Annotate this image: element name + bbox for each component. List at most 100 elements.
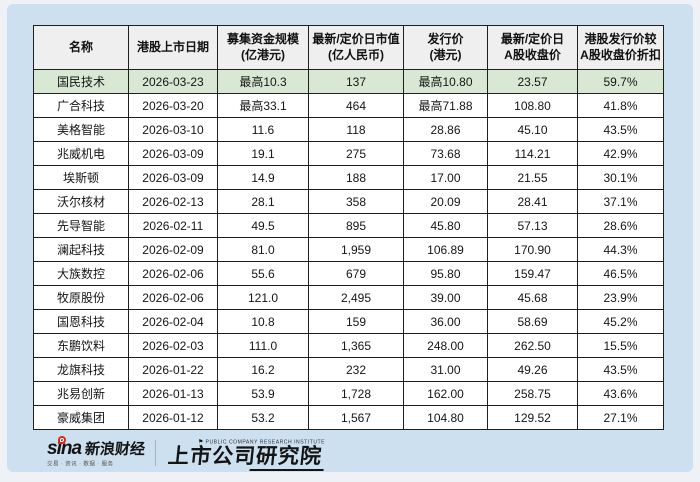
table-cell: 43.6% [577, 381, 664, 406]
table-cell: 248.00 [403, 333, 488, 358]
column-header: 最新/定价日市值 (亿人民币) [308, 25, 404, 70]
table-cell: 170.90 [487, 237, 578, 262]
table-cell: 108.80 [487, 93, 578, 118]
table-cell: 龙旗科技 [33, 357, 129, 382]
table-row: 兆威机电 2026-03-09 19.1 275 73.68 114.21 42.9% [33, 141, 664, 166]
table-cell: 21.55 [487, 165, 578, 190]
table-cell: 137 [308, 69, 404, 94]
table-cell: 大族数控 [33, 261, 129, 286]
table-cell: 53.9 [217, 381, 309, 406]
table-cell: 2026-03-09 [128, 141, 218, 166]
table-cell: 国民技术 [33, 69, 129, 94]
table-cell: 27.1% [577, 405, 664, 430]
table-cell: 28.1 [217, 189, 309, 214]
sina-wordmark: sina [47, 437, 82, 459]
table-cell: 2026-02-11 [128, 213, 218, 238]
table-cell: 258.75 [487, 381, 578, 406]
table-row: 美格智能 2026-03-10 11.6 118 28.86 45.10 43.5% [33, 117, 664, 142]
table-cell: 23.57 [487, 69, 578, 94]
table-cell: 最高10.80 [403, 69, 488, 94]
table-row: 牧原股份 2026-02-06 121.0 2,495 39.00 45.68 23.9% [33, 285, 664, 310]
table-cell: 45.68 [487, 285, 578, 310]
table-cell: 16.2 [217, 357, 309, 382]
table-cell: 最高10.3 [217, 69, 309, 94]
table-cell: 11.6 [217, 117, 309, 142]
table-cell: 最高71.88 [403, 93, 488, 118]
table-cell: 28.86 [403, 117, 488, 142]
table-cell: 232 [308, 357, 404, 382]
table-cell: 2026-02-06 [128, 285, 218, 310]
table-cell: 28.6% [577, 213, 664, 238]
table-cell: 45.2% [577, 309, 664, 334]
content-card: 名称 港股上市日期 募集资金规模 (亿港元) 最新/定价日市值 (亿人民币) 发行价 (… [7, 4, 693, 472]
table-cell: 106.89 [403, 237, 488, 262]
table-cell: 104.80 [403, 405, 488, 430]
table-cell: 2026-02-13 [128, 189, 218, 214]
table-cell: 14.9 [217, 165, 309, 190]
table-cell: 73.68 [403, 141, 488, 166]
table-cell: 2026-02-04 [128, 309, 218, 334]
table-cell: 118 [308, 117, 404, 142]
table-cell: 澜起科技 [33, 237, 129, 262]
table-cell: 2026-03-10 [128, 117, 218, 142]
table-row: 先导智能 2026-02-11 49.5 895 45.80 57.13 28.6% [33, 213, 664, 238]
table-cell: 188 [308, 165, 404, 190]
table-cell: 埃斯顿 [33, 165, 129, 190]
table-cell: 45.10 [487, 117, 578, 142]
table-cell: 81.0 [217, 237, 309, 262]
table-cell: 兆易创新 [33, 381, 129, 406]
column-header: 名称 [33, 25, 129, 70]
table-cell: 2,495 [308, 285, 404, 310]
table-cell: 1,959 [308, 237, 404, 262]
table-cell: 44.3% [577, 237, 664, 262]
institute-caption: ⚑ PUBLIC COMPANY RESEARCH INSTITUTE [198, 439, 325, 445]
table-cell: 46.5% [577, 261, 664, 286]
hk-listing-table: 名称 港股上市日期 募集资金规模 (亿港元) 最新/定价日市值 (亿人民币) 发行价 (… [33, 25, 664, 430]
table-cell: 49.5 [217, 213, 309, 238]
table-cell: 东鹏饮料 [33, 333, 129, 358]
table-cell: 豪威集团 [33, 405, 129, 430]
table-cell: 42.9% [577, 141, 664, 166]
table-cell: 20.09 [403, 189, 488, 214]
table-cell: 2026-03-20 [128, 93, 218, 118]
table-row: 国民技术 2026-03-23 最高10.3 137 最高10.80 23.57 59.7% [33, 69, 664, 94]
sina-eye-icon [58, 435, 66, 444]
table-cell: 1,728 [308, 381, 404, 406]
table-cell: 59.7% [577, 69, 664, 94]
table-header-row: 名称 港股上市日期 募集资金规模 (亿港元) 最新/定价日市值 (亿人民币) 发行价 (… [33, 25, 664, 70]
table-cell: 55.6 [217, 261, 309, 286]
table-cell: 162.00 [403, 381, 488, 406]
table-row: 沃尔核材 2026-02-13 28.1 358 20.09 28.41 37.1% [33, 189, 664, 214]
table-cell: 2026-01-22 [128, 357, 218, 382]
table-cell: 2026-01-13 [128, 381, 218, 406]
table-cell: 275 [308, 141, 404, 166]
table-cell: 895 [308, 213, 404, 238]
table-cell: 39.00 [403, 285, 488, 310]
table-cell: 1,567 [308, 405, 404, 430]
table-row: 豪威集团 2026-01-12 53.2 1,567 104.80 129.52 27.1% [33, 405, 664, 430]
table-cell: 43.5% [577, 117, 664, 142]
table-cell: 2026-02-03 [128, 333, 218, 358]
table-cell: 国恩科技 [33, 309, 129, 334]
table-cell: 15.5% [577, 333, 664, 358]
table-cell: 1,365 [308, 333, 404, 358]
table-row: 兆易创新 2026-01-13 53.9 1,728 162.00 258.75 43.6% [33, 381, 664, 406]
footer-logos: sina 新浪财经 交易 · 资讯 · 数据 · 服务 ⚑ PUBLIC COM… [47, 435, 348, 470]
table-cell: 沃尔核材 [33, 189, 129, 214]
table-row: 大族数控 2026-02-06 55.6 679 95.80 159.47 46.5% [33, 261, 664, 286]
table-cell: 17.00 [403, 165, 488, 190]
table-cell: 679 [308, 261, 404, 286]
sina-finance-logo: sina 新浪财经 交易 · 资讯 · 数据 · 服务 [47, 435, 146, 470]
table-cell: 广合科技 [33, 93, 129, 118]
table-cell: 159 [308, 309, 404, 334]
table-cell: 2026-02-09 [128, 237, 218, 262]
table-cell: 美格智能 [33, 117, 129, 142]
table-cell: 10.8 [217, 309, 309, 334]
table-cell: 19.1 [217, 141, 309, 166]
table-row: 埃斯顿 2026-03-09 14.9 188 17.00 21.55 30.1% [33, 165, 664, 190]
table-cell: 30.1% [577, 165, 664, 190]
table-cell: 兆威机电 [33, 141, 129, 166]
table-cell: 23.9% [577, 285, 664, 310]
table-cell: 95.80 [403, 261, 488, 286]
table-cell: 37.1% [577, 189, 664, 214]
